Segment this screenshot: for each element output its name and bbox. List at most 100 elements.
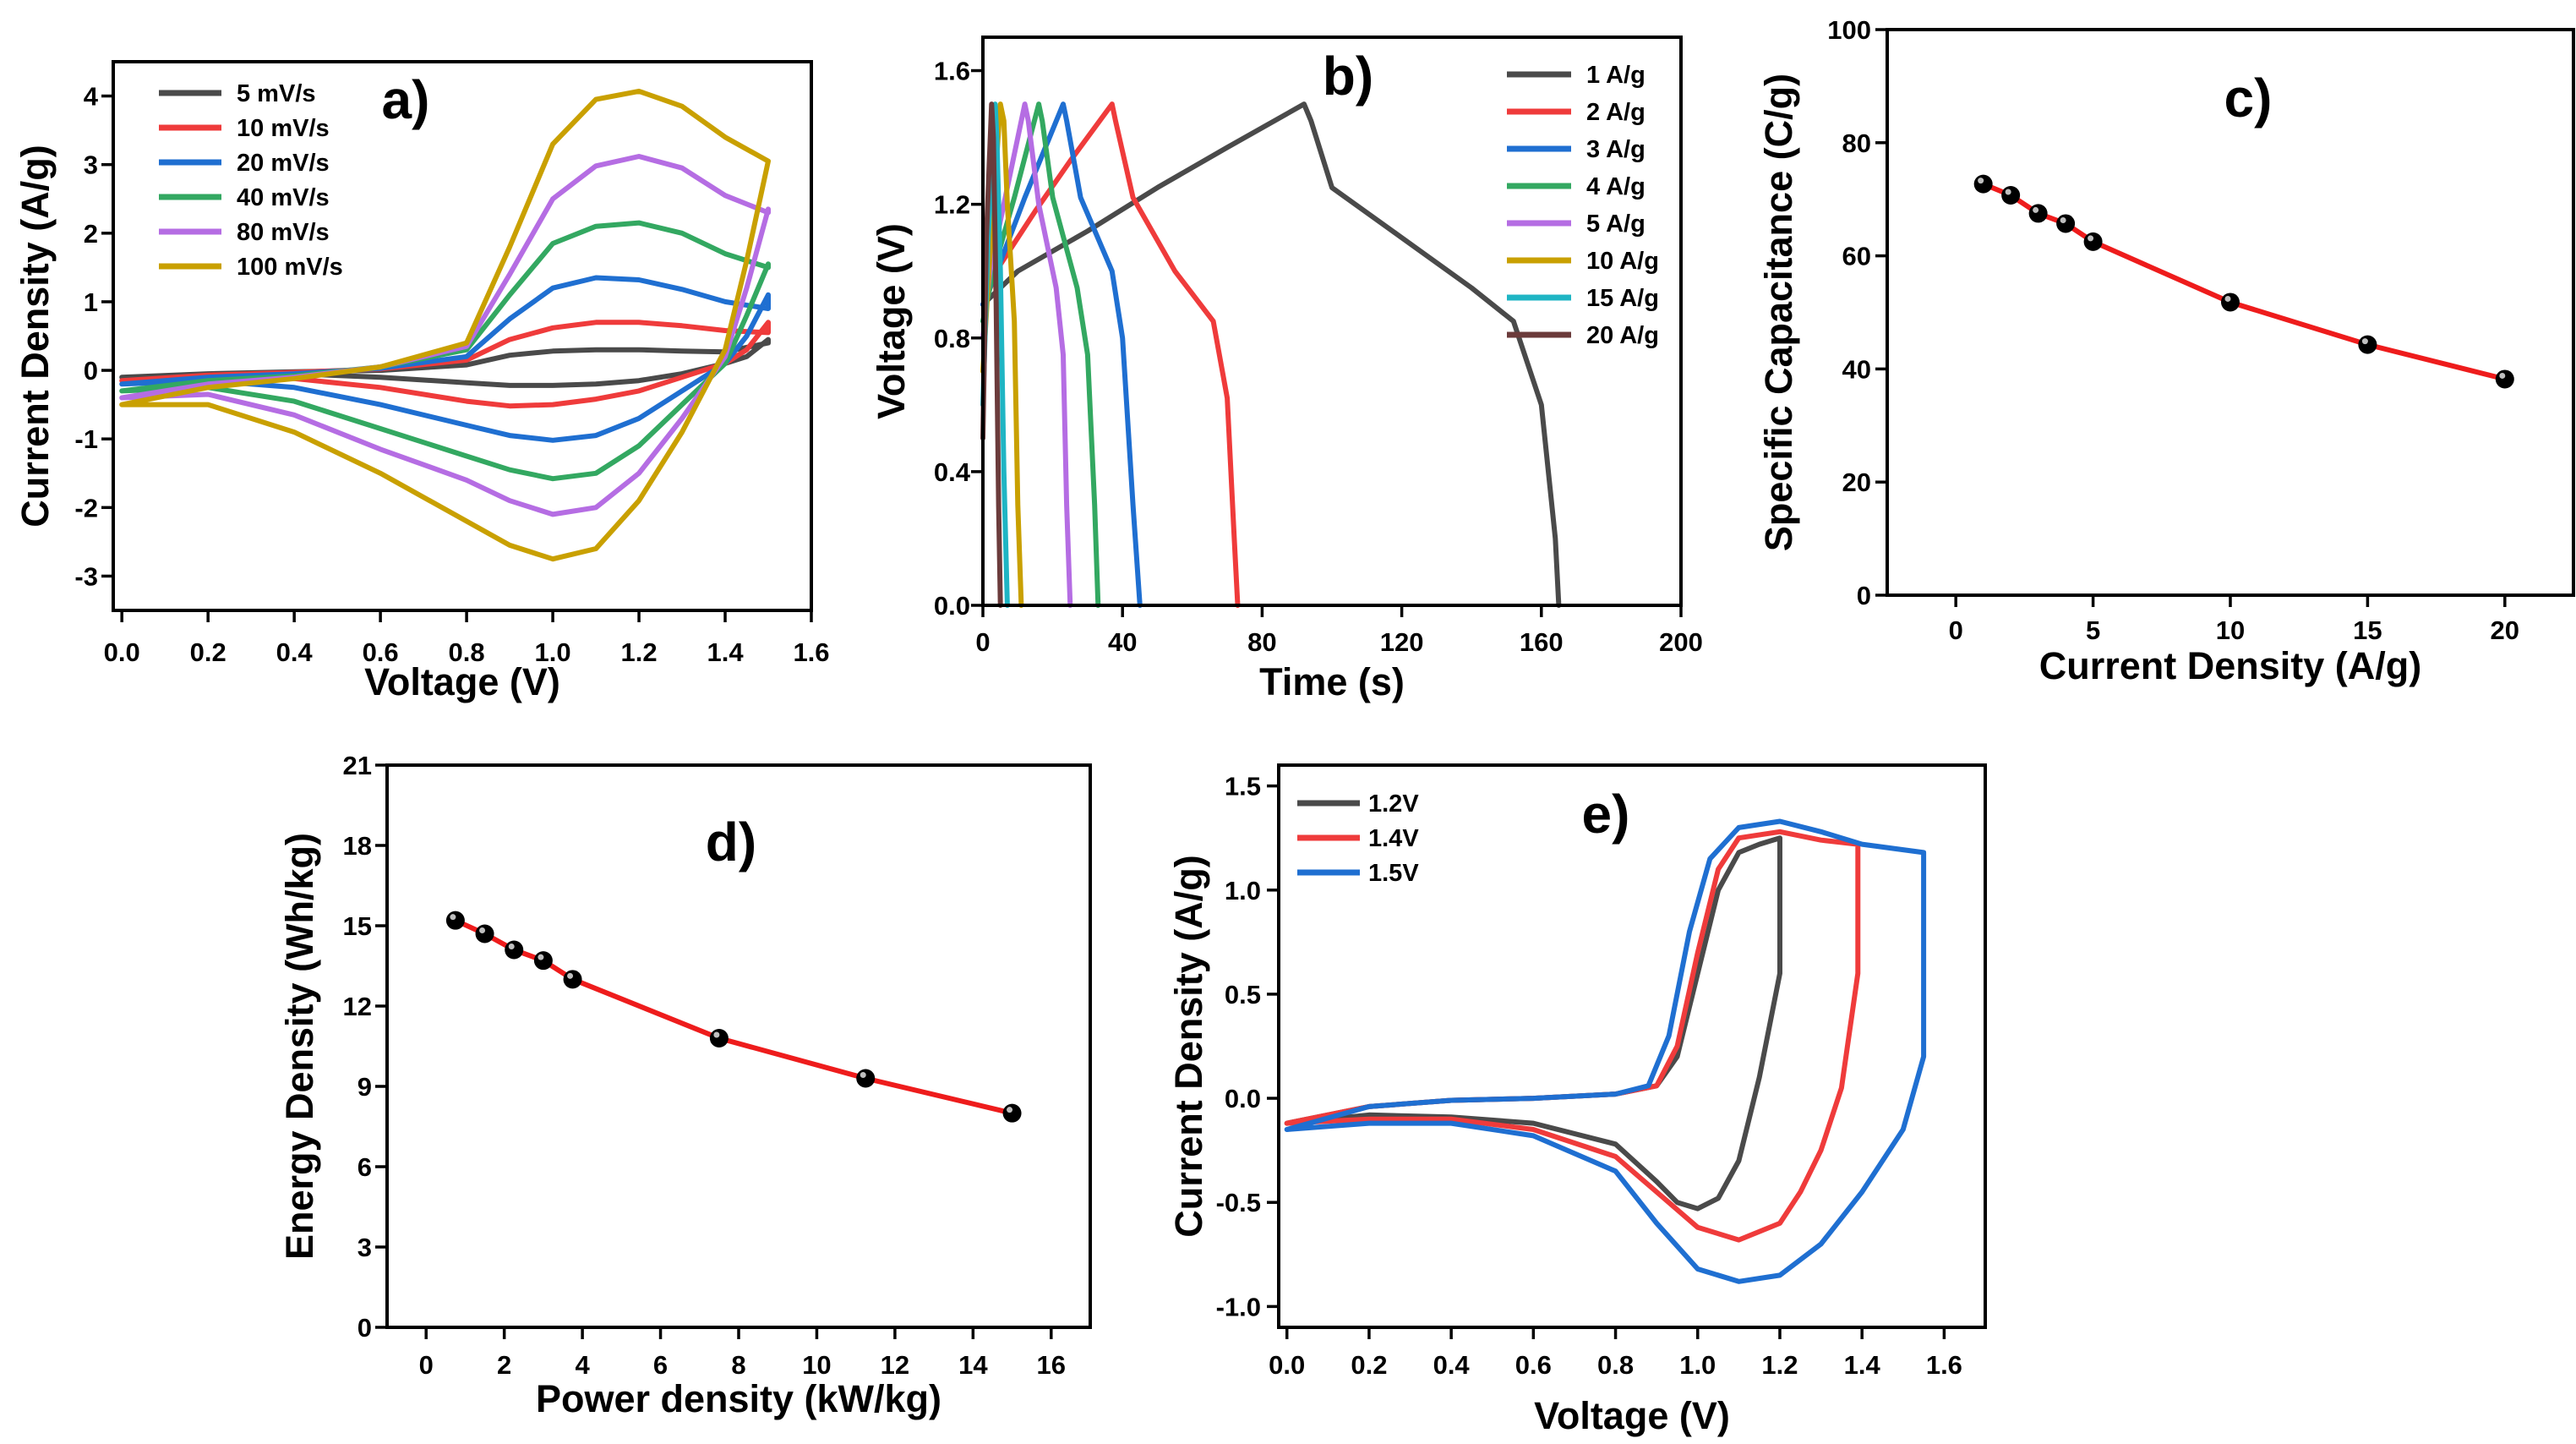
- x-axis-label-b: Time (s): [1259, 660, 1405, 703]
- series-line-a-0: [119, 336, 771, 388]
- legend-label-b-5: 10 A/g: [1586, 248, 1659, 275]
- data-point-highlight-d-6: [860, 1072, 866, 1078]
- series-line-a-1: [119, 320, 771, 409]
- y-tick-label-b-0: 0.0: [934, 591, 970, 621]
- y-tick-label-b-1: 0.4: [934, 457, 971, 487]
- panel-letter-d: d): [706, 812, 756, 872]
- x-tick-label-a-5: 1.0: [535, 637, 571, 667]
- panel-a: 0.0 0.2 0.4 0.6 0.8 1.0 1.2 1.4 1.6 -3 -2 -1 0 1 2 3 4 Vo…: [14, 60, 830, 703]
- legend-label-b-1: 2 A/g: [1586, 99, 1645, 126]
- data-point-highlight-d-7: [1007, 1107, 1013, 1113]
- panel-d: 0 2 4 6 8 10 12 14 16 0 3 6 9 12 15 18 21 Power density (…: [278, 751, 1092, 1420]
- panel-letter-c: c): [2224, 68, 2273, 129]
- x-tick-label-a-0: 0.0: [104, 637, 140, 667]
- series-line-a-5: [119, 88, 771, 562]
- y-axis-label-c: Specific Capacitance (C/g): [1757, 74, 1800, 551]
- x-tick-label-c-3: 15: [2353, 615, 2382, 645]
- y-tick-label-a-7: 4: [84, 82, 99, 112]
- y-tick-label-d-3: 9: [357, 1072, 372, 1102]
- y-tick-label-a-3: 0: [84, 356, 98, 386]
- data-point-c-3: [2056, 214, 2076, 233]
- y-tick-label-e-5: 1.5: [1225, 772, 1261, 801]
- data-point-c-5: [2221, 293, 2240, 312]
- legend-label-e-2: 1.5V: [1368, 860, 1419, 887]
- x-axis-label-d: Power density (kW/kg): [536, 1377, 941, 1420]
- x-tick-label-a-4: 0.8: [449, 637, 485, 667]
- plot-frame-a: [112, 60, 813, 612]
- x-tick-label-d-7: 14: [958, 1350, 988, 1380]
- data-point-highlight-c-2: [2033, 206, 2039, 213]
- panel-e: 0.0 0.2 0.4 0.6 0.8 1.0 1.2 1.4 1.6 -1.0 -0.5 0.0 0.…: [1167, 763, 1987, 1437]
- x-axis-label-a: Voltage (V): [364, 660, 560, 703]
- panel-c: 0 5 10 15 20 0 20 40 60 80 100 Current Density (A/g…: [1757, 15, 2575, 687]
- x-tick-label-e-1: 0.2: [1351, 1350, 1387, 1380]
- x-tick-label-d-5: 10: [802, 1350, 831, 1380]
- x-tick-label-e-3: 0.6: [1515, 1350, 1552, 1380]
- y-tick-label-c-1: 20: [1842, 468, 1871, 497]
- x-tick-label-d-4: 8: [731, 1350, 745, 1380]
- series-line-b-7: [980, 101, 1003, 608]
- y-axis-label-d: Energy Density (Wh/kg): [278, 833, 321, 1260]
- data-point-highlight-c-5: [2224, 295, 2231, 302]
- y-axis-label-a: Current Density (A/g): [14, 145, 57, 528]
- y-tick-label-b-2: 0.8: [934, 324, 970, 353]
- data-point-d-2: [505, 940, 524, 960]
- y-tick-label-e-1: -0.5: [1216, 1188, 1261, 1217]
- y-tick-label-d-6: 18: [343, 831, 372, 861]
- series-line-b-3: [980, 101, 1101, 608]
- data-point-c-2: [2028, 204, 2048, 223]
- x-tick-label-d-2: 4: [575, 1350, 590, 1380]
- series-line-a-4: [119, 154, 771, 517]
- data-point-d-5: [709, 1029, 729, 1047]
- legend-label-a-0: 5 mV/s: [237, 80, 316, 107]
- series-line-a-2: [119, 275, 771, 443]
- y-tick-label-d-1: 3: [357, 1233, 372, 1262]
- data-point-c-4: [2083, 232, 2103, 251]
- y-tick-label-c-3: 60: [1842, 242, 1871, 271]
- x-tick-label-d-1: 2: [497, 1350, 511, 1380]
- y-tick-label-e-4: 1.0: [1225, 876, 1261, 905]
- data-point-highlight-d-5: [713, 1031, 720, 1038]
- x-tick-label-a-1: 0.2: [190, 637, 226, 667]
- y-tick-label-e-3: 0.5: [1225, 980, 1261, 1009]
- data-point-highlight-d-1: [479, 927, 486, 933]
- legend-label-b-6: 15 A/g: [1586, 285, 1659, 312]
- y-tick-label-c-5: 100: [1827, 15, 1871, 45]
- x-tick-label-b-1: 40: [1108, 627, 1137, 657]
- y-tick-label-d-2: 6: [357, 1152, 372, 1182]
- x-tick-label-d-6: 12: [881, 1350, 909, 1380]
- data-point-highlight-c-4: [2088, 235, 2094, 242]
- legend-label-b-3: 4 A/g: [1586, 173, 1645, 200]
- legend-label-b-2: 3 A/g: [1586, 136, 1645, 163]
- legend-label-a-1: 10 mV/s: [237, 115, 330, 142]
- x-tick-label-c-1: 5: [2086, 615, 2100, 645]
- x-tick-label-e-2: 0.4: [1433, 1350, 1471, 1380]
- y-tick-label-a-5: 2: [84, 219, 98, 249]
- y-tick-label-c-4: 80: [1842, 129, 1871, 158]
- data-point-highlight-c-6: [2361, 338, 2368, 345]
- series-line-b-1: [980, 101, 1241, 608]
- panel-b: 0 40 80 120 160 200 0.0 0.4 0.8 1.2 1.6 Time (s) Vol…: [870, 36, 1703, 703]
- data-point-highlight-c-3: [2060, 216, 2066, 223]
- legend-label-b-0: 1 A/g: [1586, 62, 1645, 89]
- x-tick-label-e-6: 1.2: [1761, 1350, 1798, 1380]
- data-point-highlight-d-3: [538, 954, 544, 960]
- y-tick-label-a-2: -1: [74, 424, 98, 454]
- x-tick-label-a-6: 1.2: [620, 637, 657, 667]
- y-tick-label-b-3: 1.2: [934, 190, 970, 220]
- legend-label-a-2: 20 mV/s: [237, 150, 330, 177]
- x-tick-label-c-4: 20: [2491, 615, 2519, 645]
- data-point-highlight-c-0: [1978, 178, 1984, 184]
- x-tick-label-c-0: 0: [1949, 615, 1963, 645]
- data-point-highlight-d-0: [450, 914, 456, 921]
- data-point-d-3: [533, 951, 553, 971]
- data-point-c-7: [2495, 369, 2514, 389]
- data-point-highlight-c-7: [2499, 372, 2506, 379]
- panel-letter-a: a): [382, 69, 430, 130]
- data-point-d-6: [856, 1069, 876, 1088]
- x-tick-label-b-5: 200: [1659, 627, 1703, 657]
- x-tick-label-e-4: 0.8: [1597, 1350, 1634, 1380]
- x-tick-label-b-3: 120: [1380, 627, 1424, 657]
